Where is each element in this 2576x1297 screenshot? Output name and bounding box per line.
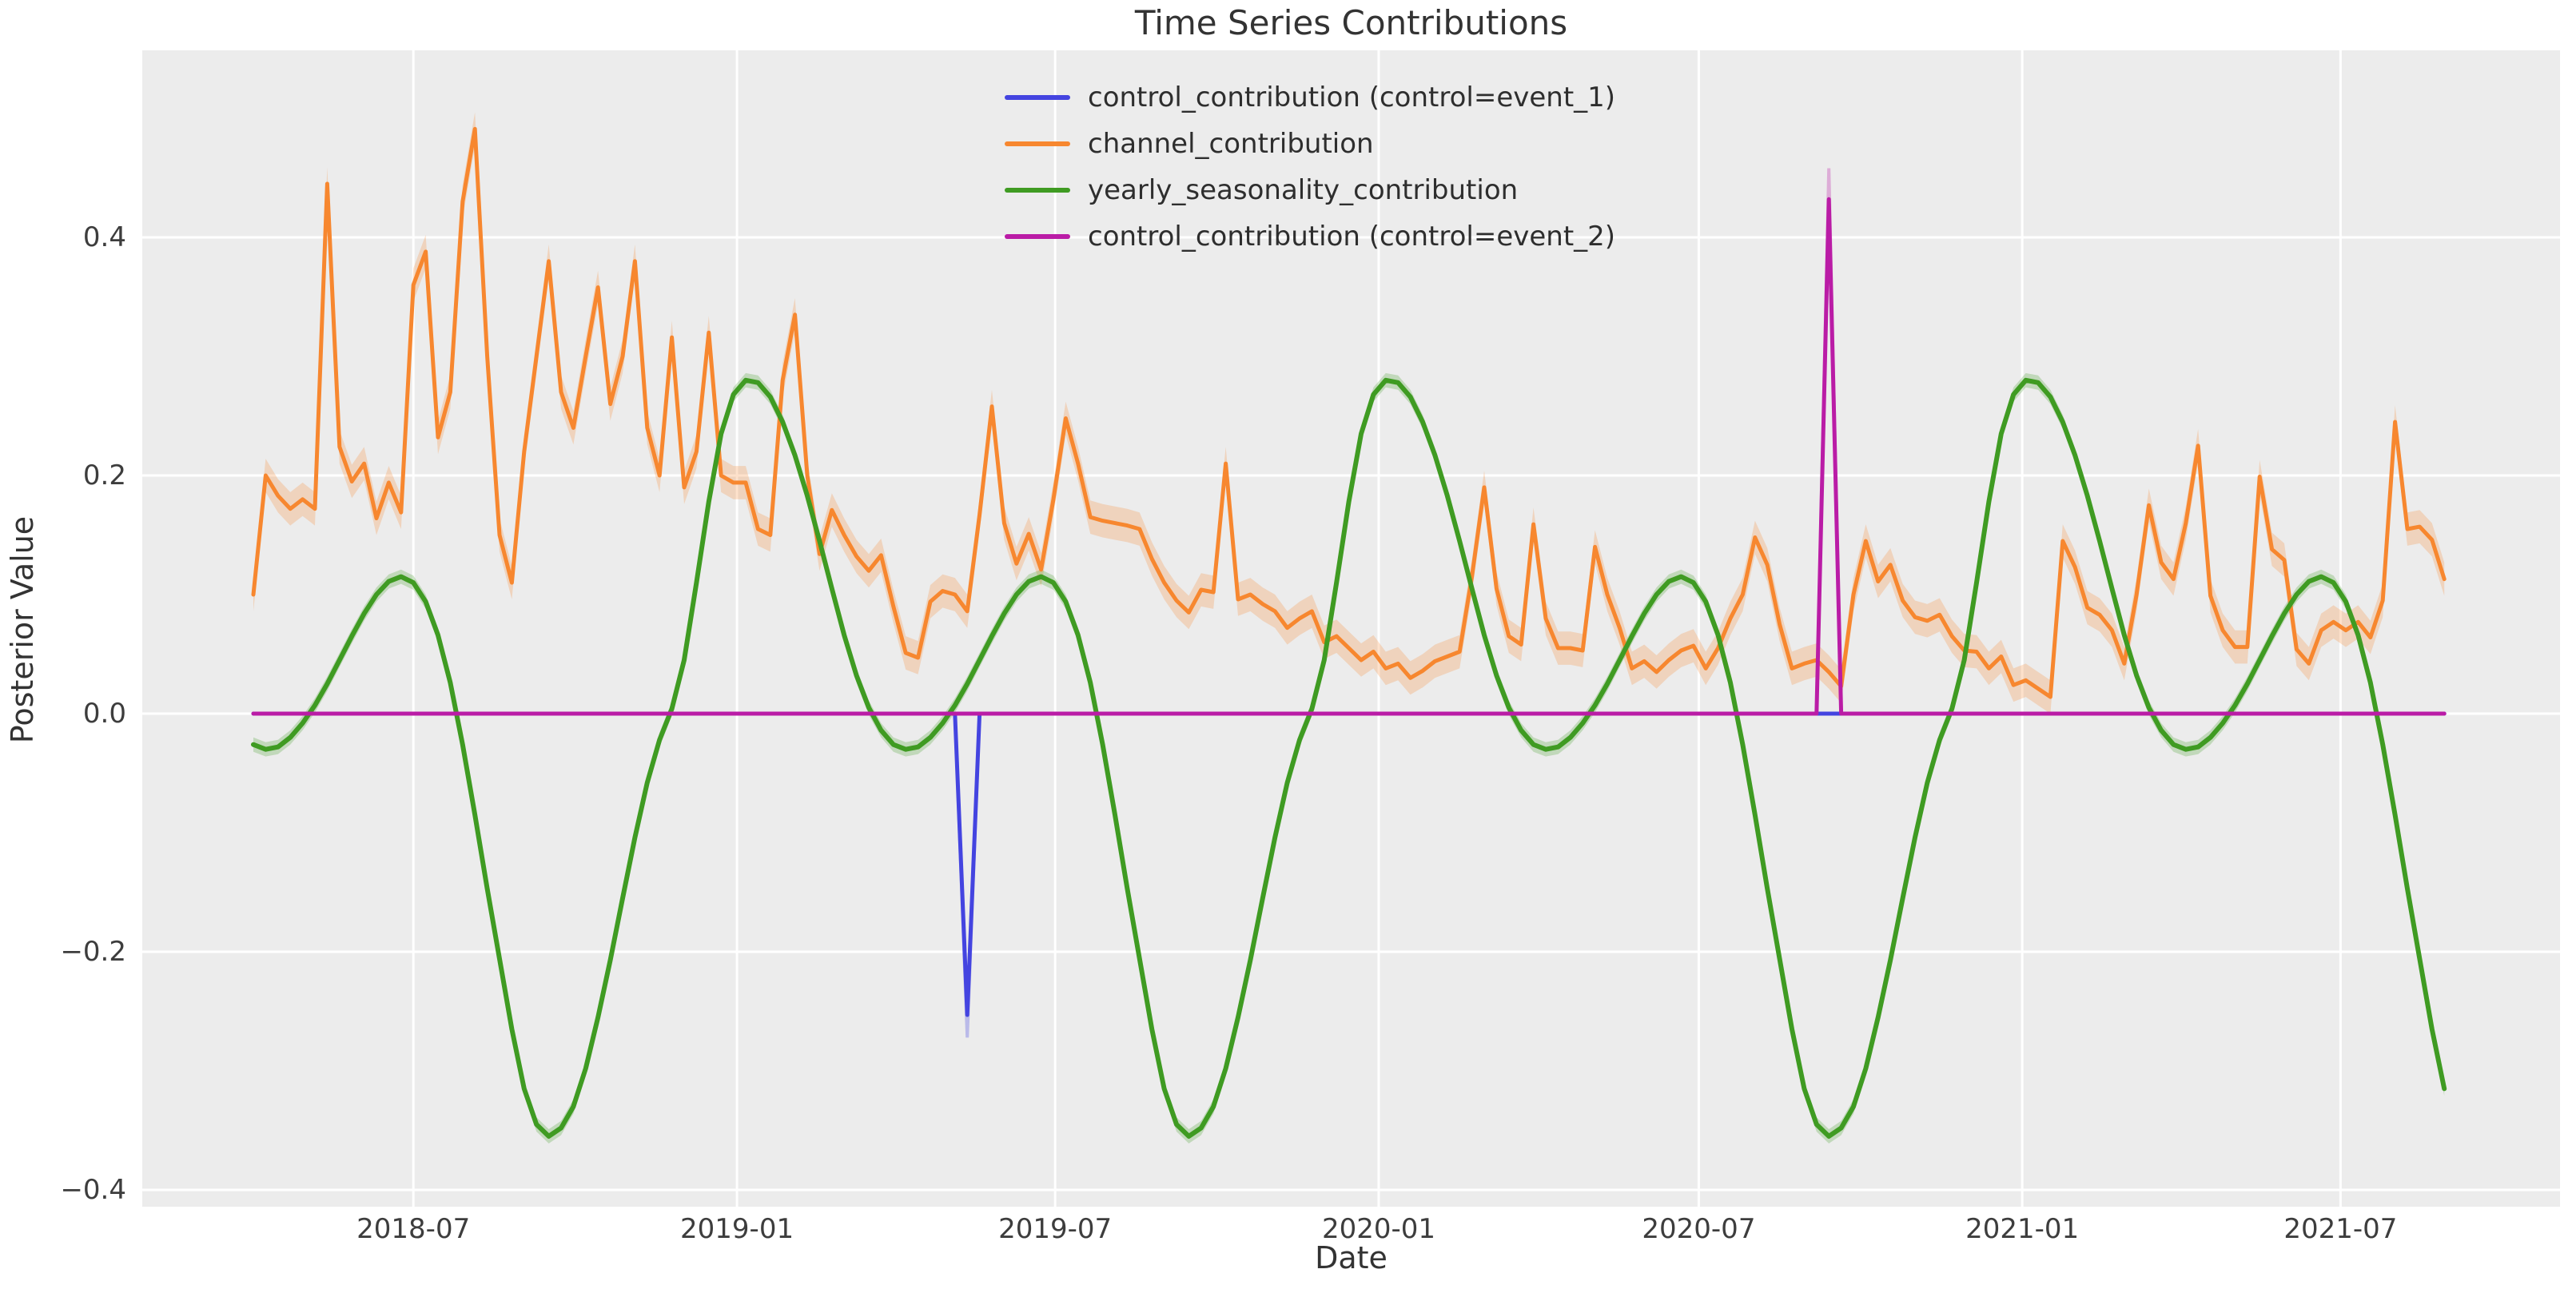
legend: control_contribution (control=event_1)ch… [1005, 74, 1615, 260]
x-tick-label: 2019-07 [998, 1213, 1113, 1245]
legend-item-2: channel_contribution [1005, 121, 1615, 167]
legend-item-label: control_contribution (control=event_2) [1088, 221, 1616, 253]
y-tick-label: −0.4 [60, 1174, 126, 1206]
legend-item-label: control_contribution (control=event_1) [1088, 82, 1616, 113]
legend-item-4: control_contribution (control=event_2) [1005, 213, 1615, 260]
y-tick-label: −0.2 [60, 936, 126, 968]
x-tick-label: 2020-01 [1321, 1213, 1436, 1245]
x-axis-label: Date [1315, 1240, 1388, 1275]
chart-title: Time Series Contributions [1134, 3, 1568, 42]
legend-line-icon [1005, 234, 1070, 239]
legend-line-icon [1005, 95, 1070, 100]
legend-item-1: control_contribution (control=event_1) [1005, 74, 1615, 121]
legend-line-icon [1005, 141, 1070, 146]
y-tick-label: 0.2 [82, 460, 126, 491]
x-tick-label: 2021-01 [1965, 1213, 2080, 1245]
series-line-3 [251, 377, 2447, 1139]
legend-item-label: yearly_seasonality_contribution [1088, 174, 1519, 206]
y-axis-label: Posterior Value [5, 515, 40, 744]
x-tick-label: 2020-07 [1642, 1213, 1756, 1245]
legend-line-icon [1005, 188, 1070, 193]
legend-item-3: yearly_seasonality_contribution [1005, 167, 1615, 213]
series-line-2 [251, 126, 2447, 699]
series-line-4 [251, 197, 2447, 716]
x-tick-label: 2018-07 [356, 1213, 471, 1245]
plot-background [142, 50, 2560, 1207]
legend-item-label: channel_contribution [1088, 128, 1374, 160]
y-tick-label: 0.0 [82, 698, 126, 730]
y-tick-label: 0.4 [82, 221, 126, 253]
x-tick-label: 2019-01 [680, 1213, 794, 1245]
x-tick-label: 2021-07 [2283, 1213, 2398, 1245]
